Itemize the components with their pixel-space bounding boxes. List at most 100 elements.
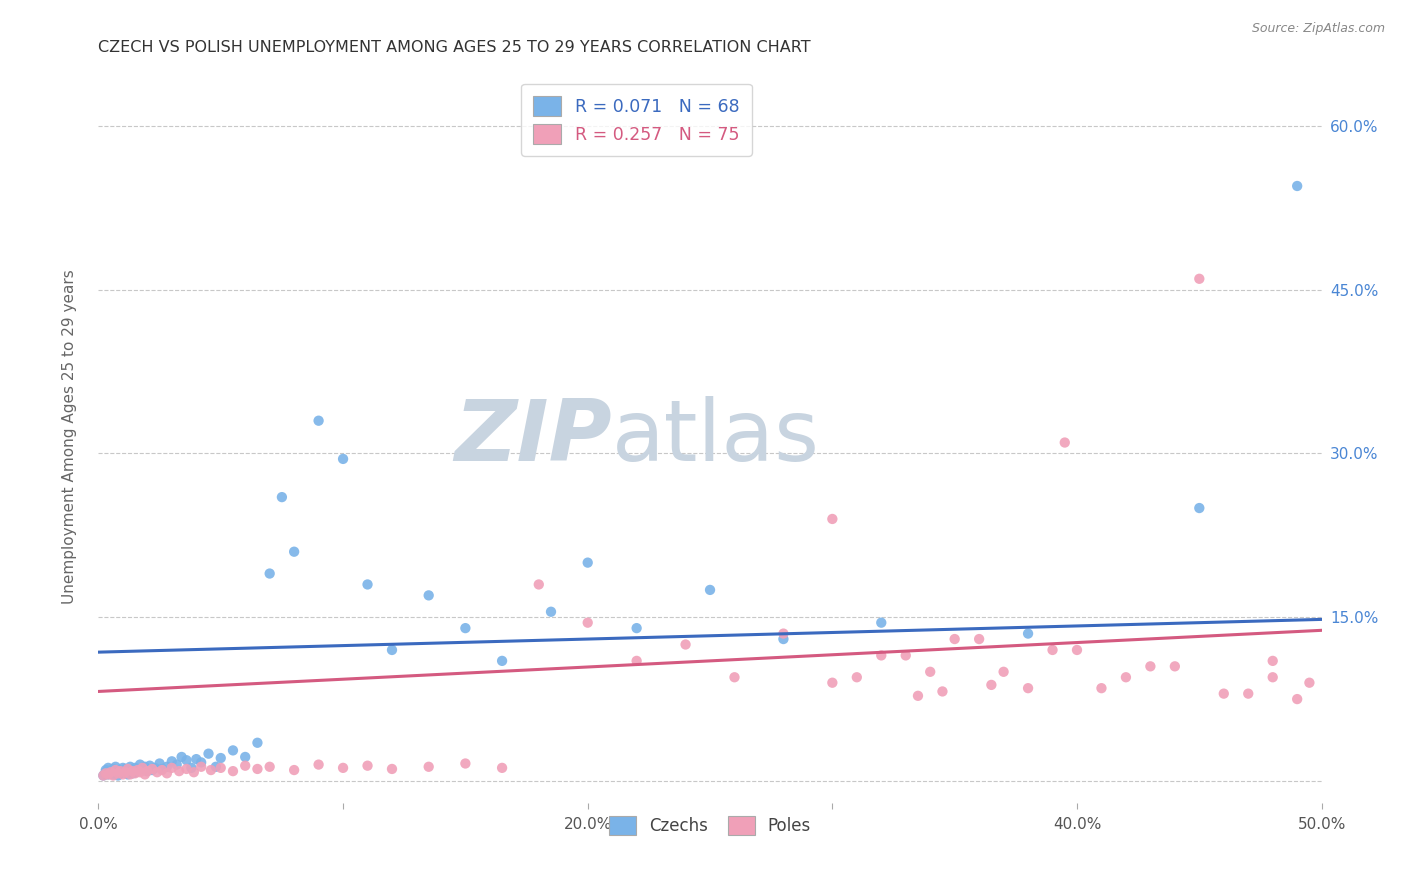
Point — [186, 752, 208, 766]
Point — [121, 764, 143, 779]
Legend: Czechs, Poles: Czechs, Poles — [602, 809, 818, 842]
Point — [107, 766, 129, 780]
Point — [1017, 626, 1039, 640]
Point — [127, 763, 149, 777]
Point — [134, 767, 156, 781]
Point — [907, 689, 929, 703]
Point — [1188, 272, 1211, 286]
Point — [104, 765, 127, 780]
Point — [170, 750, 193, 764]
Point — [131, 761, 153, 775]
Point — [943, 632, 966, 646]
Point — [576, 556, 599, 570]
Point — [136, 764, 159, 779]
Point — [699, 582, 721, 597]
Point — [870, 615, 893, 630]
Point — [626, 621, 648, 635]
Point — [723, 670, 745, 684]
Point — [626, 654, 648, 668]
Point — [356, 577, 378, 591]
Point — [772, 626, 794, 640]
Point — [94, 763, 117, 777]
Point — [124, 761, 146, 775]
Point — [200, 763, 222, 777]
Point — [356, 758, 378, 772]
Point — [156, 766, 179, 780]
Point — [283, 763, 305, 777]
Point — [160, 754, 183, 768]
Point — [246, 736, 269, 750]
Point — [205, 760, 228, 774]
Point — [146, 765, 169, 780]
Point — [180, 761, 202, 775]
Point — [233, 758, 256, 772]
Point — [117, 767, 139, 781]
Point — [124, 765, 146, 780]
Point — [101, 768, 124, 782]
Point — [97, 767, 120, 781]
Point — [143, 761, 166, 775]
Point — [821, 675, 844, 690]
Point — [675, 638, 697, 652]
Point — [967, 632, 990, 646]
Point — [120, 767, 142, 781]
Point — [129, 765, 152, 780]
Point — [149, 756, 172, 771]
Point — [1139, 659, 1161, 673]
Point — [1115, 670, 1137, 684]
Point — [176, 753, 198, 767]
Point — [141, 762, 163, 776]
Point — [111, 767, 134, 781]
Text: atlas: atlas — [612, 395, 820, 479]
Point — [101, 767, 124, 781]
Point — [114, 765, 136, 780]
Point — [894, 648, 917, 663]
Point — [110, 766, 132, 780]
Point — [332, 761, 354, 775]
Point — [117, 763, 139, 777]
Point — [308, 757, 330, 772]
Point — [117, 762, 139, 776]
Point — [491, 761, 513, 775]
Text: Source: ZipAtlas.com: Source: ZipAtlas.com — [1251, 22, 1385, 36]
Point — [141, 763, 163, 777]
Point — [381, 762, 404, 776]
Point — [104, 763, 127, 777]
Point — [540, 605, 562, 619]
Point — [167, 764, 190, 779]
Point — [129, 757, 152, 772]
Point — [246, 762, 269, 776]
Point — [418, 588, 440, 602]
Point — [527, 577, 550, 591]
Y-axis label: Unemployment Among Ages 25 to 29 years: Unemployment Among Ages 25 to 29 years — [62, 269, 77, 605]
Point — [197, 747, 219, 761]
Point — [222, 764, 245, 779]
Point — [821, 512, 844, 526]
Point — [107, 763, 129, 777]
Point — [259, 760, 281, 774]
Point — [183, 765, 205, 780]
Point — [176, 762, 198, 776]
Point — [101, 762, 124, 776]
Point — [1261, 670, 1284, 684]
Point — [772, 632, 794, 646]
Point — [1017, 681, 1039, 695]
Point — [1090, 681, 1112, 695]
Point — [121, 766, 143, 780]
Point — [1042, 643, 1064, 657]
Point — [114, 762, 136, 776]
Point — [91, 768, 114, 782]
Point — [931, 684, 953, 698]
Point — [209, 751, 232, 765]
Point — [127, 763, 149, 777]
Point — [190, 756, 212, 770]
Point — [1053, 435, 1076, 450]
Point — [454, 756, 477, 771]
Point — [491, 654, 513, 668]
Point — [283, 545, 305, 559]
Point — [94, 766, 117, 780]
Point — [156, 760, 179, 774]
Point — [332, 451, 354, 466]
Point — [111, 764, 134, 779]
Point — [209, 761, 232, 775]
